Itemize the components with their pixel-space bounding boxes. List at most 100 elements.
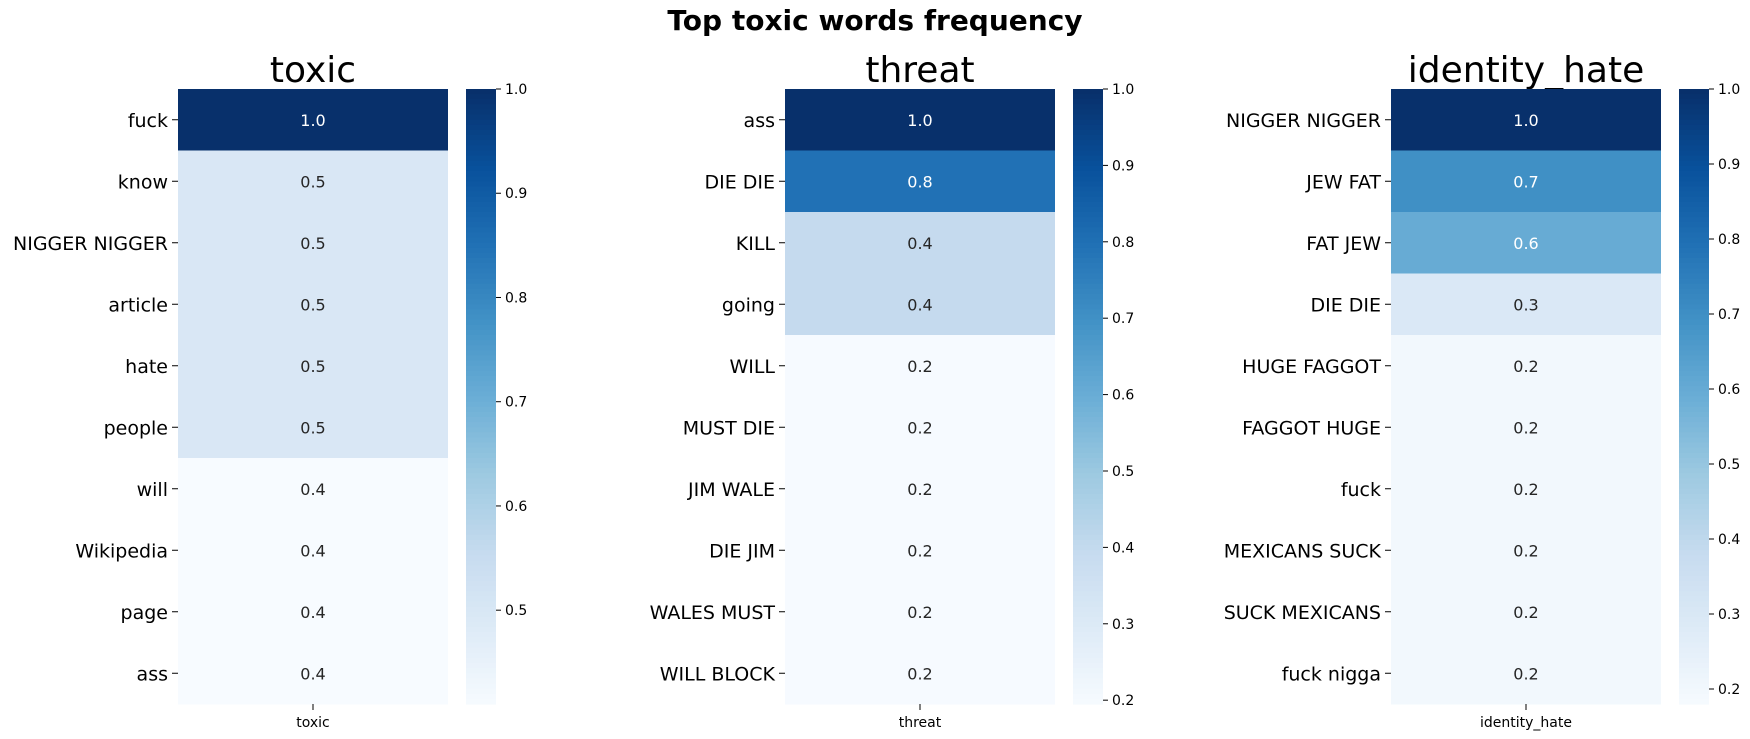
colorbar-strip-2-91 bbox=[1679, 555, 1709, 562]
colorbar-strip-2-35 bbox=[1679, 268, 1709, 275]
colorbar-strip-1-6 bbox=[1073, 119, 1103, 126]
colorbar-strip-2-96 bbox=[1679, 581, 1709, 587]
colorbar-strip-0-108 bbox=[466, 642, 496, 649]
y-tick-label-1-3: going bbox=[722, 294, 775, 316]
colorbar-strip-1-2 bbox=[1073, 99, 1103, 105]
y-tick-label-2-6: fuck bbox=[1341, 479, 1381, 501]
colorbar-strip-2-74 bbox=[1679, 468, 1709, 474]
colorbar-strip-0-71 bbox=[466, 452, 496, 459]
colorbar-strip-1-17 bbox=[1073, 176, 1103, 182]
colorbar-strip-1-107 bbox=[1073, 637, 1103, 644]
colorbar-strip-1-108 bbox=[1073, 642, 1103, 649]
colorbar-strip-2-33 bbox=[1679, 258, 1709, 264]
y-tick-label-2-3: DIE DIE bbox=[1310, 294, 1381, 316]
colorbar-strip-2-13 bbox=[1679, 155, 1709, 162]
colorbar-strip-0-78 bbox=[466, 488, 496, 495]
colorbar-strip-1-78 bbox=[1073, 488, 1103, 495]
colorbar-strip-0-11 bbox=[466, 145, 496, 152]
colorbar-strip-2-114 bbox=[1679, 673, 1709, 679]
colorbar-strip-2-112 bbox=[1679, 663, 1709, 669]
colorbar-strip-1-22 bbox=[1073, 201, 1103, 208]
colorbar-strip-1-56 bbox=[1073, 376, 1103, 382]
colorbar-strip-0-38 bbox=[466, 283, 496, 290]
colorbar-strip-2-37 bbox=[1679, 278, 1709, 285]
colorbar-strip-2-82 bbox=[1679, 509, 1709, 515]
colorbar-strip-2-85 bbox=[1679, 524, 1709, 531]
colorbar-tick-label-1-8: 1.0 bbox=[1112, 82, 1134, 98]
colorbar-tick-label-1-3: 0.5 bbox=[1112, 464, 1134, 480]
colorbar-strip-1-48 bbox=[1073, 335, 1103, 341]
colorbar-strip-0-12 bbox=[466, 150, 496, 157]
cell-value-label-0-2: 0.5 bbox=[300, 234, 325, 253]
colorbar-tick-label-1-1: 0.3 bbox=[1112, 617, 1134, 633]
colorbar-strip-2-62 bbox=[1679, 406, 1709, 413]
colorbar-strip-2-42 bbox=[1679, 304, 1709, 310]
colorbar-strip-2-53 bbox=[1679, 360, 1709, 367]
colorbar-strip-0-100 bbox=[466, 601, 496, 608]
heatmap-cell-0-4 bbox=[178, 335, 448, 397]
colorbar-strip-2-72 bbox=[1679, 458, 1709, 464]
y-tick-label-0-0: fuck bbox=[128, 110, 168, 132]
colorbar-strip-2-65 bbox=[1679, 422, 1709, 428]
colorbar-strip-1-58 bbox=[1073, 386, 1103, 392]
colorbar-strip-2-118 bbox=[1679, 693, 1709, 700]
colorbar-strip-0-74 bbox=[466, 468, 496, 474]
colorbar-tick-label-2-3: 0.5 bbox=[1718, 457, 1740, 473]
colorbar-strip-0-116 bbox=[466, 683, 496, 690]
colorbar-strip-2-87 bbox=[1679, 534, 1709, 541]
colorbar-strip-0-4 bbox=[466, 109, 496, 116]
colorbar-strip-2-69 bbox=[1679, 442, 1709, 449]
colorbar-strip-2-78 bbox=[1679, 488, 1709, 495]
colorbar-strip-1-83 bbox=[1073, 514, 1103, 521]
colorbar-strip-1-85 bbox=[1073, 524, 1103, 531]
colorbar-strip-1-116 bbox=[1073, 683, 1103, 690]
colorbar-strip-2-104 bbox=[1679, 622, 1709, 628]
colorbar-strip-1-4 bbox=[1073, 109, 1103, 116]
colorbar-strip-1-36 bbox=[1073, 273, 1103, 280]
panel-title-0: toxic bbox=[270, 50, 356, 91]
cell-value-label-1-0: 1.0 bbox=[907, 111, 932, 130]
colorbar-strip-0-67 bbox=[466, 432, 496, 439]
cell-value-label-1-2: 0.4 bbox=[907, 234, 932, 253]
colorbar-strip-2-12 bbox=[1679, 150, 1709, 157]
colorbar-tick-label-1-7: 0.9 bbox=[1112, 158, 1134, 174]
colorbar-strip-2-113 bbox=[1679, 668, 1709, 674]
colorbar-strip-0-94 bbox=[466, 570, 496, 577]
colorbar-strip-0-26 bbox=[466, 222, 496, 228]
colorbar-strip-1-63 bbox=[1073, 411, 1103, 418]
colorbar-tick-label-0-1: 0.6 bbox=[505, 499, 527, 515]
colorbar-strip-1-20 bbox=[1073, 191, 1103, 198]
y-tick-label-1-9: WILL BLOCK bbox=[660, 663, 776, 685]
colorbar-strip-0-109 bbox=[466, 647, 496, 654]
colorbar-strip-2-1 bbox=[1679, 94, 1709, 100]
cell-value-label-1-8: 0.2 bbox=[907, 603, 932, 622]
colorbar-strip-1-97 bbox=[1073, 586, 1103, 592]
heatmap-cell-1-7 bbox=[785, 519, 1055, 582]
cell-value-label-2-2: 0.6 bbox=[1513, 234, 1538, 253]
cell-value-label-0-1: 0.5 bbox=[300, 172, 325, 191]
cell-value-label-2-8: 0.2 bbox=[1513, 603, 1538, 622]
colorbar-tick-label-2-1: 0.3 bbox=[1718, 607, 1740, 623]
colorbar-tick-label-2-4: 0.6 bbox=[1718, 382, 1740, 398]
colorbar-strip-2-7 bbox=[1679, 124, 1709, 131]
y-tick-label-2-2: FAT JEW bbox=[1306, 233, 1381, 255]
colorbar-strip-0-105 bbox=[466, 627, 496, 633]
colorbar-strip-1-111 bbox=[1073, 657, 1103, 664]
colorbar-strip-0-32 bbox=[466, 253, 496, 259]
colorbar-strip-1-10 bbox=[1073, 140, 1103, 146]
colorbar-strip-0-104 bbox=[466, 622, 496, 628]
colorbar-strip-2-66 bbox=[1679, 427, 1709, 433]
colorbar-strip-2-103 bbox=[1679, 616, 1709, 623]
colorbar-strip-2-23 bbox=[1679, 206, 1709, 213]
colorbar-strip-1-33 bbox=[1073, 258, 1103, 264]
y-tick-label-1-0: ass bbox=[744, 110, 775, 132]
heatmap-cell-1-6 bbox=[785, 458, 1055, 520]
colorbar-strip-2-30 bbox=[1679, 242, 1709, 249]
colorbar-strip-2-28 bbox=[1679, 232, 1709, 239]
colorbar-strip-1-101 bbox=[1073, 606, 1103, 613]
cell-value-label-2-3: 0.3 bbox=[1513, 295, 1538, 314]
cell-value-label-1-4: 0.2 bbox=[907, 357, 932, 376]
colorbar-strip-1-39 bbox=[1073, 288, 1103, 295]
colorbar-strip-0-36 bbox=[466, 273, 496, 280]
y-tick-label-1-4: WILL bbox=[729, 356, 775, 378]
